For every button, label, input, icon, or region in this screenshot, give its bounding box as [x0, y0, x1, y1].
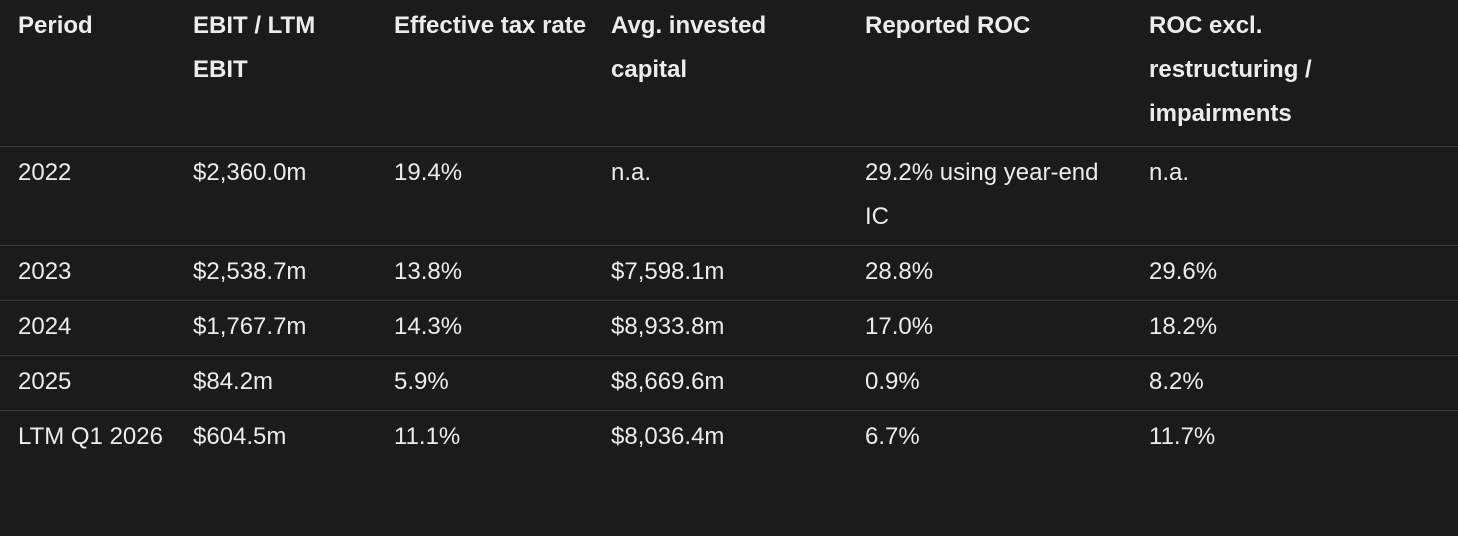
table-cell: 2025 — [18, 368, 72, 395]
table-cell: $8,933.8m — [611, 313, 725, 340]
table-row: 2023 $2,538.7m 13.8% $7,598.1m 28.8% 29.6% — [0, 246, 1458, 301]
table-row: 2022 $2,360.0m 19.4% n.a. 29.2% using year-e… — [0, 147, 1458, 246]
header-cell: Effective tax rate — [394, 12, 587, 39]
table-cell: 6.7% — [865, 423, 920, 450]
table-cell: 2023 — [18, 258, 72, 285]
header-cell: ROC excl. restructuring / impairments — [1149, 12, 1312, 127]
table-row: LTM Q1 2026 $604.5m 11.1% $8,036.4m 6.7% 11.7… — [0, 411, 1458, 466]
table-cell: 19.4% — [394, 159, 463, 186]
table-cell: $7,598.1m — [611, 258, 725, 285]
table-cell: 2022 — [18, 159, 72, 186]
header-cell: Period — [18, 12, 93, 39]
table-cell: $2,538.7m — [193, 258, 307, 285]
table-cell: 14.3% — [394, 313, 463, 340]
table-cell: 29.2% using year-end IC — [865, 159, 1099, 230]
table-cell: n.a. — [611, 159, 652, 186]
header-cell: EBIT / LTM EBIT — [193, 12, 316, 83]
table-cell: 13.8% — [394, 258, 463, 285]
table-cell: 17.0% — [865, 313, 934, 340]
table-row: 2025 $84.2m 5.9% $8,669.6m 0.9% 8.2% — [0, 356, 1458, 411]
table-cell: 18.2% — [1149, 313, 1218, 340]
table-cell: 28.8% — [865, 258, 934, 285]
table-cell: $1,767.7m — [193, 313, 307, 340]
table-cell: 5.9% — [394, 368, 449, 395]
header-cell: Avg. invested capital — [611, 12, 767, 83]
table-cell: 0.9% — [865, 368, 920, 395]
table-row: 2024 $1,767.7m 14.3% $8,933.8m 17.0% 18.2% — [0, 301, 1458, 356]
table-cell: 11.1% — [394, 423, 461, 450]
table-cell: n.a. — [1149, 159, 1190, 186]
table-cell: 8.2% — [1149, 368, 1204, 395]
header-row: Period EBIT / LTM EBIT Effective tax rate A… — [0, 0, 1458, 147]
table-cell: 2024 — [18, 313, 72, 340]
table-cell: $8,036.4m — [611, 423, 725, 450]
table-cell: $2,360.0m — [193, 159, 307, 186]
table-cell: 11.7% — [1149, 423, 1216, 450]
table-cell: $84.2m — [193, 368, 274, 395]
data-table: Period EBIT / LTM EBIT Effective tax rate A… — [0, 0, 1458, 466]
table-cell: 29.6% — [1149, 258, 1218, 285]
table-cell: LTM Q1 2026 — [18, 423, 163, 450]
table-cell: $604.5m — [193, 423, 287, 450]
header-cell: Reported ROC — [865, 12, 1031, 39]
table-cell: $8,669.6m — [611, 368, 725, 395]
